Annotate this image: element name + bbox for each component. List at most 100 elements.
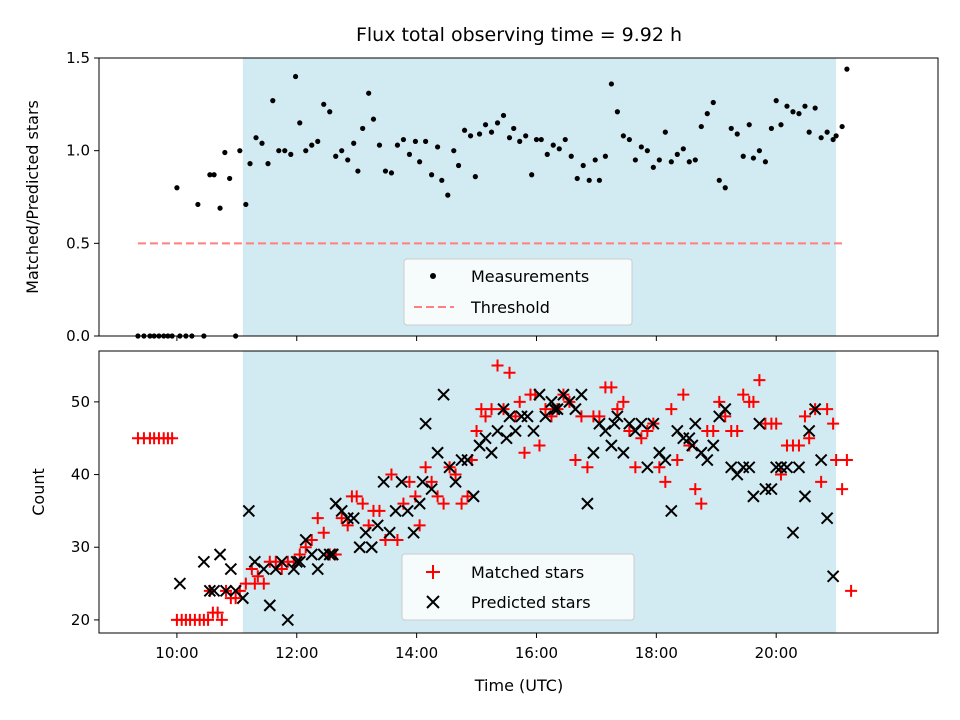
- measurement-point: [237, 148, 243, 154]
- measurement-point: [728, 125, 734, 132]
- measurement-point: [734, 131, 740, 137]
- measurement-point: [796, 111, 802, 117]
- predicted-star-point: [820, 511, 834, 525]
- xtick-label: 14:00: [395, 644, 438, 662]
- matched-star-point: [341, 519, 354, 532]
- matched-star-point: [617, 395, 630, 408]
- matched-star-point: [713, 395, 726, 408]
- predicted-star-point: [347, 511, 360, 525]
- predicted-star-point: [197, 555, 211, 568]
- matched-star-point: [437, 497, 450, 510]
- matched-star-point: [202, 613, 215, 626]
- measurement-point: [680, 146, 686, 152]
- measurement-point: [538, 136, 544, 143]
- matched-star-point: [695, 497, 708, 510]
- xtick-label: 12:00: [275, 644, 318, 662]
- measurement-point: [467, 133, 474, 139]
- matched-star-point: [659, 475, 672, 488]
- matched-star-point: [845, 584, 858, 597]
- legend-predicted-marker: [426, 595, 440, 609]
- measurement-point: [824, 129, 830, 135]
- measurement-point: [434, 144, 441, 150]
- predicted-star-point: [257, 562, 271, 576]
- measurement-point: [839, 123, 845, 130]
- predicted-star-point: [503, 410, 516, 423]
- bottom-legend: Matched stars Predicted stars: [401, 553, 635, 621]
- predicted-star-point: [605, 439, 618, 452]
- xtick-label: 18:00: [635, 644, 678, 662]
- bottom-legend-box: [401, 553, 635, 621]
- measurement-point: [746, 122, 752, 128]
- matched-star-point: [593, 410, 606, 423]
- measurement-point: [568, 153, 574, 159]
- measurement-point: [620, 133, 626, 139]
- matched-star-point: [605, 381, 618, 394]
- matched-star-point: [461, 490, 474, 503]
- measurement-point: [773, 98, 779, 104]
- predicted-star-point: [416, 475, 429, 489]
- predicted-star-point: [263, 599, 277, 612]
- matched-star-point: [211, 606, 224, 619]
- measurement-point: [472, 174, 478, 180]
- measurement-point: [265, 161, 271, 167]
- predicted-star-point: [798, 490, 812, 503]
- top-legend: Measurements Threshold: [403, 258, 633, 326]
- top-ytick-label: 0.0: [66, 327, 90, 345]
- matched-star-point: [539, 403, 552, 416]
- measurement-point: [750, 155, 757, 161]
- top-ytick-label: 1.0: [66, 142, 90, 160]
- top-legend-box: [403, 258, 633, 326]
- matched-star-point: [821, 403, 834, 416]
- measurement-point: [768, 125, 774, 132]
- measurement-point: [382, 168, 389, 174]
- measurement-point: [830, 136, 836, 143]
- matched-star-point: [753, 374, 766, 387]
- measurement-point: [596, 177, 603, 183]
- top-ytick-label: 1.5: [66, 49, 90, 67]
- measurement-point: [550, 142, 556, 148]
- measurement-point: [818, 135, 824, 141]
- measurement-point: [650, 164, 656, 170]
- predicted-star-point: [569, 402, 582, 416]
- predicted-star-point: [299, 533, 312, 547]
- matched-star-point: [215, 613, 228, 626]
- measurement-point: [351, 140, 357, 146]
- legend-measurements-marker: [430, 273, 436, 279]
- measurement-point: [417, 159, 423, 165]
- matched-star-point: [840, 454, 853, 467]
- predicted-star-point: [500, 432, 513, 445]
- predicted-star-point: [665, 504, 678, 518]
- matched-star-point: [391, 533, 404, 546]
- predicted-star-point: [461, 453, 474, 467]
- measurement-point: [592, 157, 598, 163]
- measurement-point: [692, 157, 698, 163]
- predicted-star-point: [207, 584, 221, 598]
- bottom-ytick-label: 30: [71, 538, 90, 556]
- x-axis-label: Time (UTC): [474, 676, 563, 695]
- matched-star-point: [731, 424, 744, 437]
- matched-star-point: [518, 446, 531, 459]
- measurement-point: [556, 146, 562, 152]
- legend-measurements-label: Measurements: [471, 267, 589, 286]
- measurement-point: [339, 148, 345, 154]
- predicted-star-point: [395, 475, 408, 489]
- matched-star-point: [815, 475, 828, 488]
- measurement-point: [315, 138, 321, 144]
- matched-star-point: [774, 468, 787, 481]
- xtick-label: 10:00: [155, 644, 198, 662]
- matched-star-point: [689, 483, 702, 496]
- legend-matched-marker: [426, 565, 440, 579]
- measurement-point: [451, 148, 457, 154]
- measurement-point: [243, 201, 249, 208]
- predicted-star-point: [581, 497, 594, 510]
- matched-star-point: [350, 490, 363, 503]
- predicted-star-point: [701, 453, 714, 467]
- predicted-star-point: [389, 504, 402, 518]
- predicted-star-point: [365, 541, 378, 554]
- matched-star-point: [248, 577, 261, 590]
- predicted-star-point: [224, 562, 238, 576]
- measurement-point: [292, 73, 299, 80]
- measurement-point: [406, 151, 413, 157]
- matched-star-point: [275, 563, 288, 576]
